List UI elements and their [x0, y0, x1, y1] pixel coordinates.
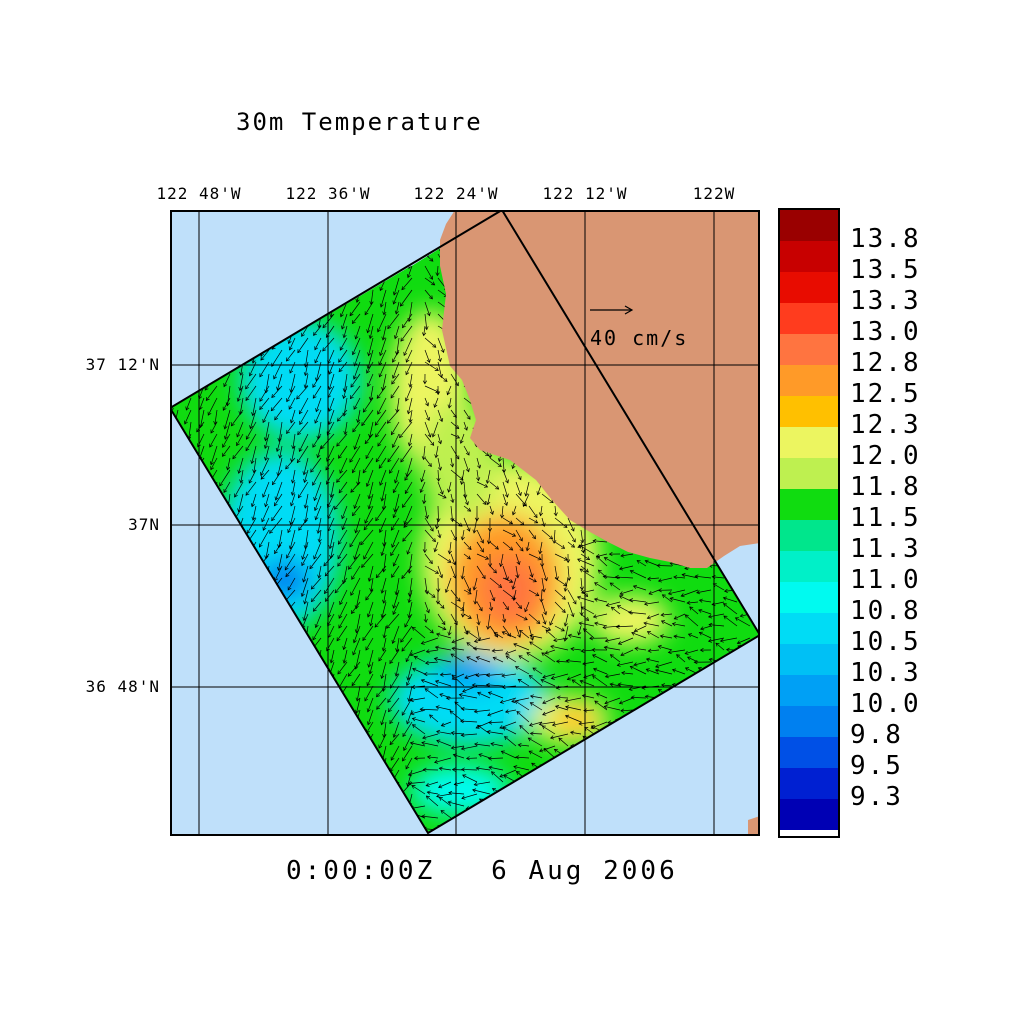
colorbar-label: 9.3	[850, 782, 903, 812]
lon-tick-label: 122 24'W	[413, 184, 499, 203]
colorbar-swatch	[780, 799, 838, 830]
colorbar-swatch	[780, 365, 838, 396]
reference-vector-arrow	[590, 305, 634, 315]
lon-tick-label: 122W	[692, 184, 736, 203]
colorbar-label: 10.3	[850, 658, 921, 688]
colorbar-swatch	[780, 644, 838, 675]
timestamp: 0:00:00Z 6 Aug 2006	[286, 856, 678, 886]
lon-tick-label: 122 48'W	[156, 184, 242, 203]
colorbar-swatch	[780, 458, 838, 489]
colorbar	[778, 208, 840, 838]
colorbar-swatch	[780, 272, 838, 303]
colorbar-swatch	[780, 613, 838, 644]
colorbar-swatch	[780, 520, 838, 551]
colorbar-swatch	[780, 675, 838, 706]
colorbar-label: 12.0	[850, 441, 921, 471]
colorbar-swatch	[780, 489, 838, 520]
colorbar-swatch	[780, 582, 838, 613]
colorbar-label: 11.8	[850, 472, 921, 502]
colorbar-label: 11.0	[850, 565, 921, 595]
colorbar-swatch	[780, 303, 838, 334]
lat-tick-label: 36 48'N	[85, 677, 160, 696]
lon-tick-label: 122 12'W	[542, 184, 628, 203]
colorbar-label: 10.0	[850, 689, 921, 719]
colorbar-label: 12.5	[850, 379, 921, 409]
colorbar-swatch	[780, 737, 838, 768]
colorbar-label: 11.3	[850, 534, 921, 564]
lat-tick-label: 37 12'N	[85, 355, 160, 374]
colorbar-label: 12.3	[850, 410, 921, 440]
colorbar-swatch	[780, 241, 838, 272]
colorbar-label: 13.8	[850, 224, 921, 254]
colorbar-swatch	[780, 396, 838, 427]
colorbar-label: 12.8	[850, 348, 921, 378]
colorbar-swatch	[780, 334, 838, 365]
colorbar-label: 13.5	[850, 255, 921, 285]
colorbar-label: 13.0	[850, 317, 921, 347]
lon-tick-label: 122 36'W	[285, 184, 371, 203]
colorbar-swatch	[780, 427, 838, 458]
colorbar-label: 13.3	[850, 286, 921, 316]
reference-vector-label: 40 cm/s	[590, 326, 689, 350]
lat-tick-label: 37N	[128, 515, 160, 534]
colorbar-label: 10.8	[850, 596, 921, 626]
colorbar-label: 11.5	[850, 503, 921, 533]
land-mass	[440, 210, 760, 568]
chart-title: 30m Temperature	[236, 108, 483, 136]
colorbar-swatch	[780, 551, 838, 582]
map-frame	[170, 210, 760, 836]
colorbar-label: 9.8	[850, 720, 903, 750]
land-fragment	[748, 816, 760, 836]
temperature-map	[170, 210, 760, 836]
colorbar-swatch	[780, 706, 838, 737]
colorbar-label: 10.5	[850, 627, 921, 657]
colorbar-swatch	[780, 210, 838, 241]
colorbar-label: 9.5	[850, 751, 903, 781]
colorbar-swatch	[780, 768, 838, 799]
model-domain-outline	[170, 210, 760, 835]
